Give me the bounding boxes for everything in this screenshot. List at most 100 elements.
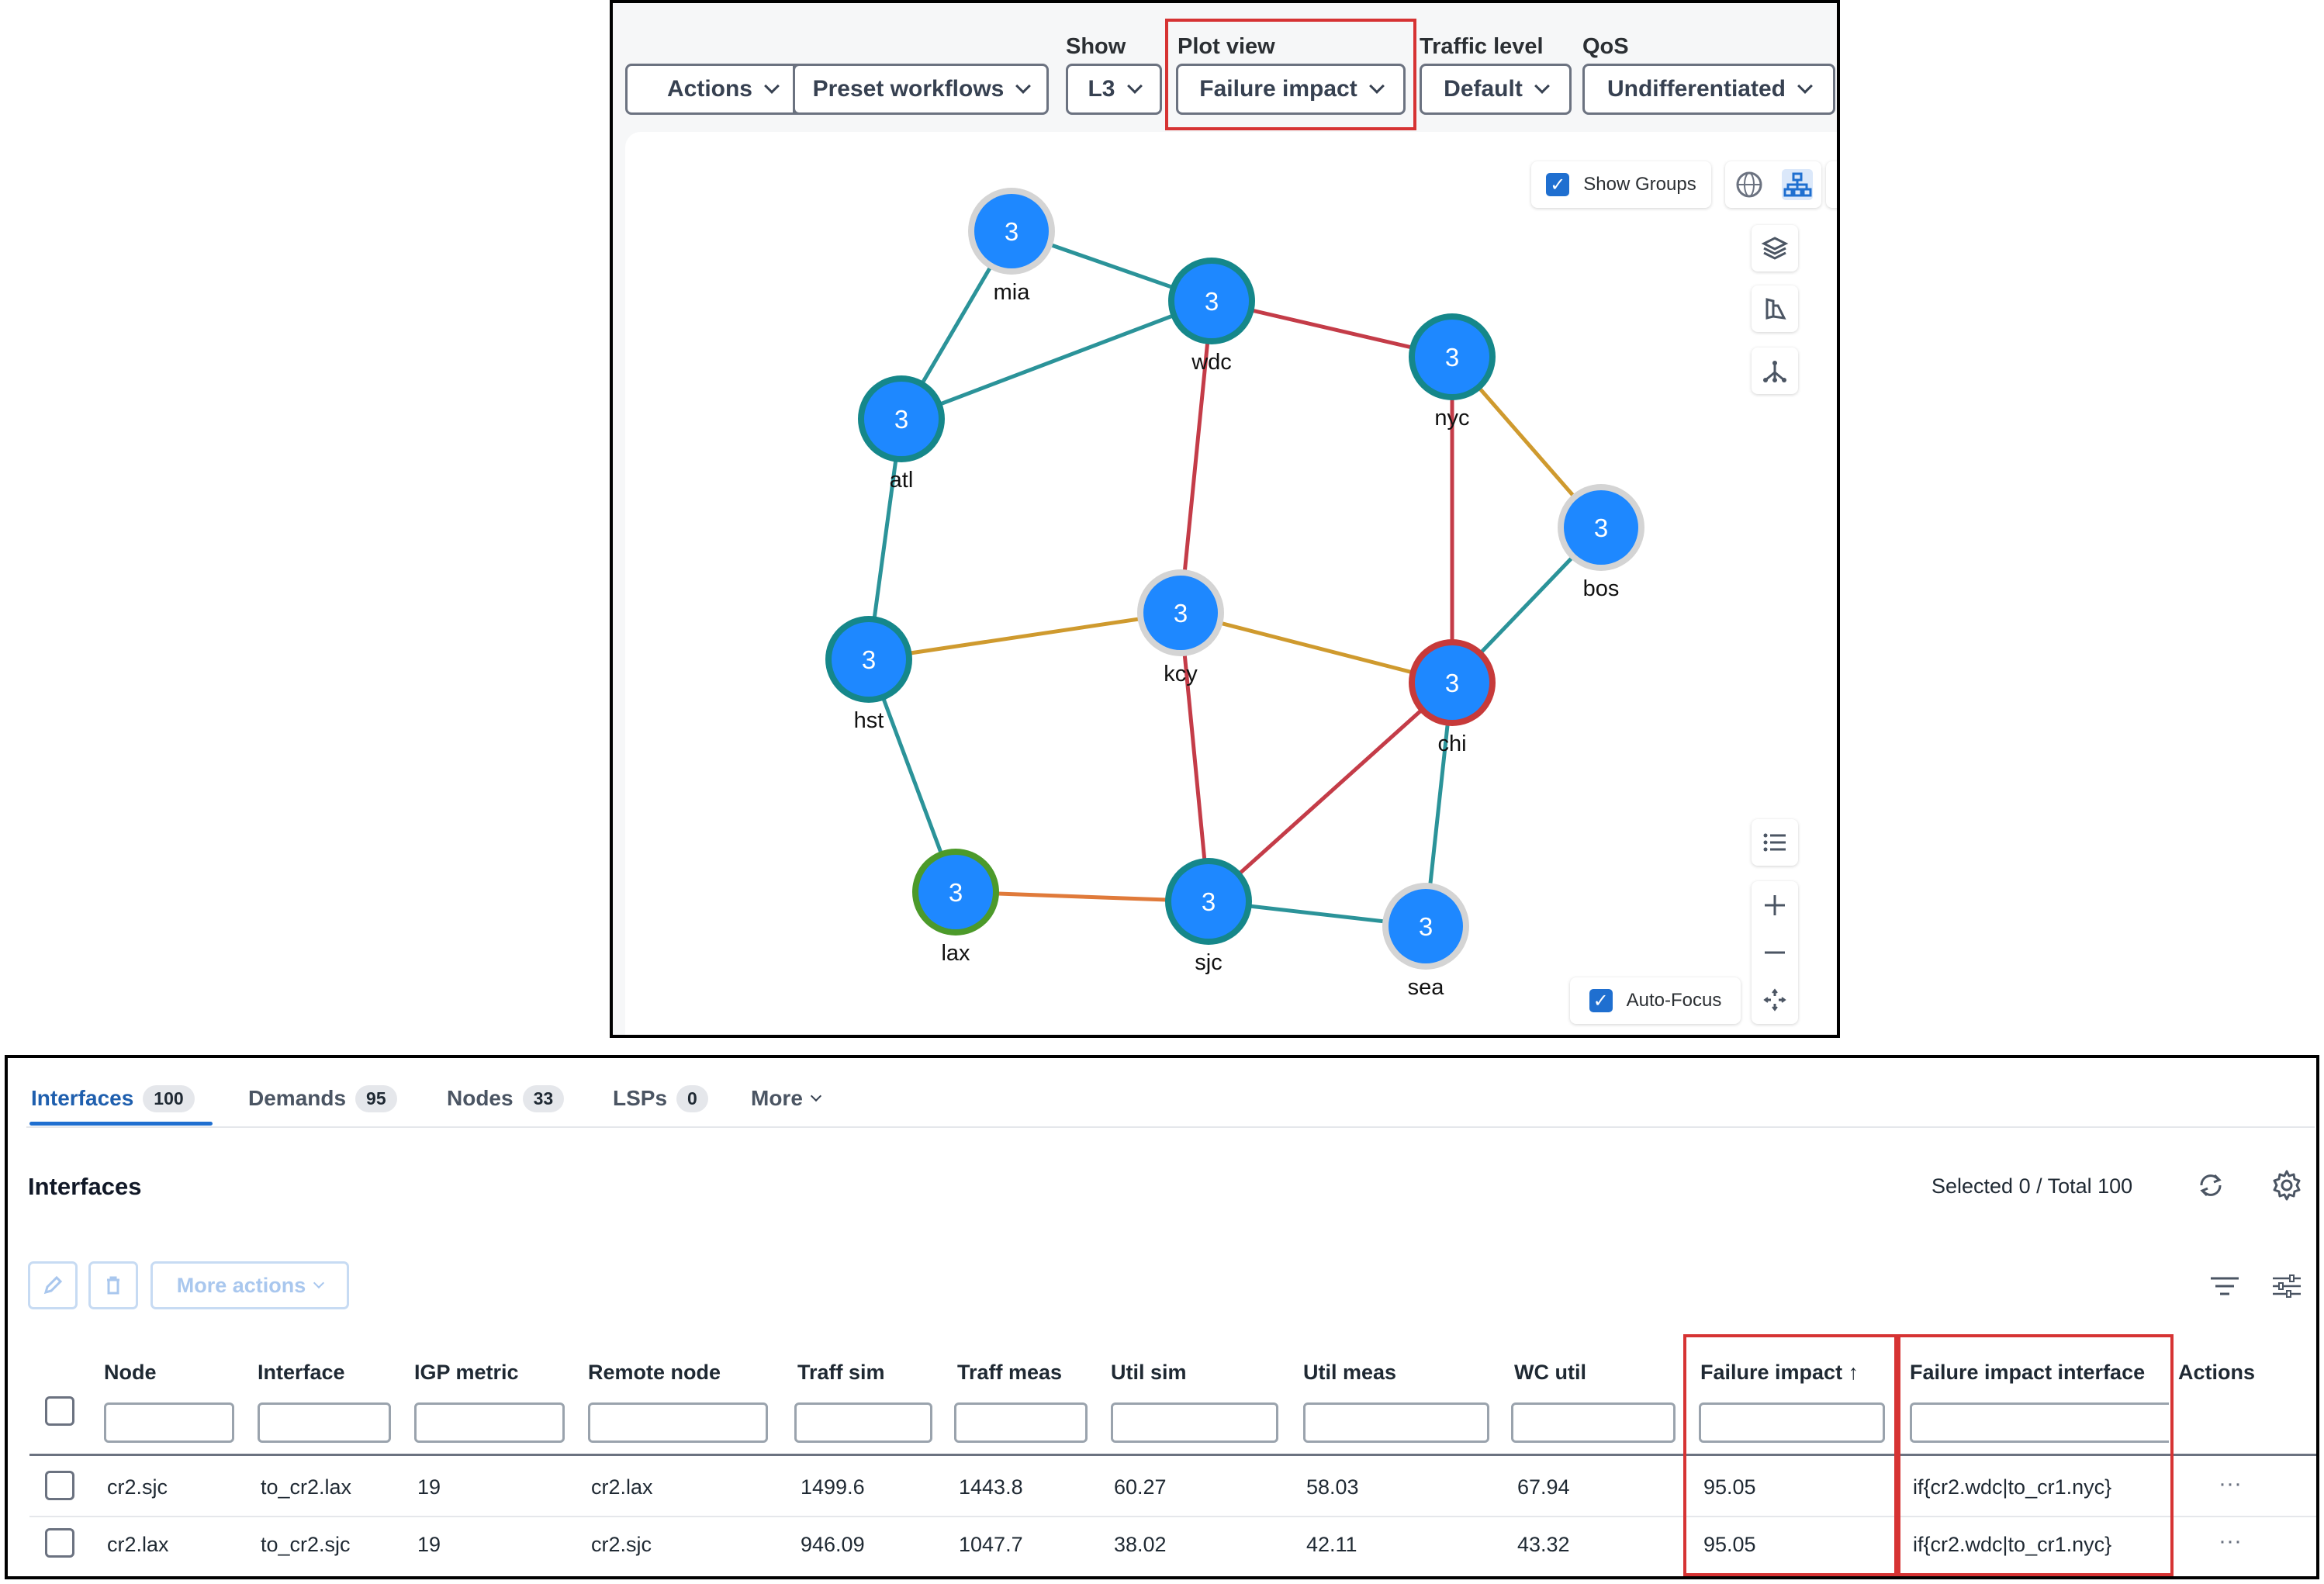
plot-view-dropdown[interactable]: Failure impact	[1176, 64, 1406, 115]
link-wdc-kcy[interactable]	[1178, 300, 1214, 614]
col-wc-util[interactable]: WC util	[1514, 1361, 1586, 1384]
select-all-checkbox[interactable]	[45, 1396, 74, 1426]
link-hst-kcy[interactable]	[868, 610, 1181, 662]
col-util-meas[interactable]: Util meas	[1303, 1361, 1397, 1384]
refresh-icon[interactable]	[2194, 1168, 2228, 1202]
show-dropdown[interactable]: L3	[1066, 64, 1162, 115]
node-body[interactable]	[1171, 864, 1246, 939]
edit-button[interactable]	[28, 1261, 78, 1309]
sort-ascending-icon[interactable]: ↑	[1848, 1361, 1859, 1384]
filter-failure-impact[interactable]	[1699, 1402, 1885, 1443]
node-body[interactable]	[974, 194, 1049, 268]
node-wdc[interactable]: 3 wdc	[1168, 258, 1255, 375]
col-interface[interactable]: Interface	[258, 1361, 345, 1384]
node-chi[interactable]: 3 chi	[1409, 639, 1496, 756]
row-checkbox[interactable]	[45, 1528, 74, 1558]
node-sea[interactable]: 3 sea	[1382, 883, 1469, 1000]
row-checkbox[interactable]	[45, 1471, 74, 1500]
col-traff-sim[interactable]: Traff sim	[797, 1361, 885, 1384]
qos-dropdown[interactable]: Undifferentiated	[1582, 64, 1835, 115]
filter-icon[interactable]	[2208, 1271, 2242, 1302]
node-body[interactable]	[1143, 576, 1218, 650]
node-count: 3	[894, 405, 908, 434]
filter-interface[interactable]	[258, 1402, 391, 1443]
filter-igp-metric[interactable]	[414, 1402, 565, 1443]
link-atl-wdc[interactable]	[901, 299, 1212, 421]
zoom-in-icon[interactable]	[1762, 892, 1788, 918]
settings-gear-icon[interactable]	[2270, 1168, 2304, 1202]
delete-button[interactable]	[88, 1261, 138, 1309]
map-view-toggle[interactable]	[1725, 161, 1821, 208]
row-traff-sim: 946.09	[801, 1533, 865, 1556]
trash-icon	[107, 1276, 119, 1295]
link-kcy-sjc[interactable]	[1178, 612, 1211, 902]
chevron-down-icon	[1797, 78, 1813, 94]
node-body[interactable]	[1174, 264, 1249, 338]
show-label: Show	[1066, 34, 1126, 59]
legend-list-button[interactable]	[1752, 819, 1798, 866]
hierarchy-icon[interactable]	[1781, 169, 1813, 200]
node-hst[interactable]: 3 hst	[825, 616, 912, 733]
topology-layout-button[interactable]	[1752, 348, 1798, 394]
actions-dropdown[interactable]: Actions	[625, 64, 819, 115]
collapse-panel-button[interactable]	[1826, 161, 1837, 208]
tab-lsps[interactable]: LSPs 0	[613, 1075, 708, 1122]
node-nyc[interactable]: 3 nyc	[1409, 313, 1496, 431]
tab-more-label: More	[751, 1086, 803, 1110]
tab-demands[interactable]: Demands 95	[248, 1075, 397, 1122]
col-failure-impact[interactable]: Failure impact ↑	[1700, 1361, 1859, 1385]
node-body[interactable]	[832, 622, 906, 697]
node-body[interactable]	[1389, 889, 1463, 963]
col-util-sim[interactable]: Util sim	[1111, 1361, 1187, 1384]
filter-wc-util[interactable]	[1511, 1402, 1676, 1443]
globe-icon[interactable]	[1734, 170, 1764, 199]
node-body[interactable]	[918, 855, 993, 929]
section-title: Interfaces	[28, 1173, 142, 1200]
row-actions-menu[interactable]: ···	[2219, 1471, 2242, 1496]
topology-graph[interactable]: 3 mia 3 wdc 3 nyc 3 atl 3 bos 3 kcy 3 hst 3 chi 3 lax 3 sjc…	[625, 132, 1840, 1038]
node-body[interactable]	[1564, 490, 1638, 565]
filter-traff-sim[interactable]	[794, 1402, 932, 1443]
node-body[interactable]	[1415, 645, 1489, 720]
tab-nodes[interactable]: Nodes 33	[447, 1075, 565, 1122]
auto-focus-toggle[interactable]: ✓ Auto-Focus	[1570, 977, 1741, 1024]
traffic-level-dropdown[interactable]: Default	[1420, 64, 1572, 115]
filter-failure-impact-interface[interactable]	[1910, 1402, 2169, 1443]
node-lax[interactable]: 3 lax	[912, 849, 999, 966]
col-failure-impact-interface[interactable]: Failure impact interface	[1910, 1361, 2146, 1384]
row-actions-menu[interactable]: ···	[2219, 1528, 2242, 1554]
node-body[interactable]	[1415, 320, 1489, 394]
node-kcy[interactable]: 3 kcy	[1137, 569, 1224, 687]
col-traff-meas[interactable]: Traff meas	[957, 1361, 1063, 1384]
col-node[interactable]: Node	[104, 1361, 157, 1384]
node-atl[interactable]: 3 atl	[858, 375, 945, 493]
chevron-down-icon	[313, 1277, 325, 1289]
tab-interfaces[interactable]: Interfaces 100	[31, 1075, 195, 1122]
filter-traff-meas[interactable]	[954, 1402, 1088, 1443]
col-igp-metric[interactable]: IGP metric	[414, 1361, 519, 1384]
layers-button[interactable]	[1752, 225, 1798, 271]
network-plot-panel: Actions Preset workflows Show L3 Plot vi…	[610, 0, 1840, 1038]
node-bos[interactable]: 3 bos	[1558, 484, 1644, 601]
more-actions-button[interactable]: More actions	[150, 1261, 349, 1309]
filter-remote-node[interactable]	[588, 1402, 768, 1443]
filter-util-sim[interactable]	[1111, 1402, 1278, 1443]
link-kcy-chi[interactable]	[1180, 610, 1453, 685]
plot-view-label: Plot view	[1178, 34, 1275, 59]
filter-util-meas[interactable]	[1303, 1402, 1489, 1443]
row-traff-meas: 1443.8	[959, 1475, 1023, 1499]
topology-canvas[interactable]: 3 mia 3 wdc 3 nyc 3 atl 3 bos 3 kcy 3 hst 3 chi 3 lax 3 sjc…	[625, 132, 1840, 1038]
fit-to-screen-icon[interactable]	[1762, 987, 1788, 1013]
link-sjc-chi[interactable]	[1207, 681, 1454, 903]
node-body[interactable]	[864, 382, 939, 456]
node-sjc[interactable]: 3 sjc	[1165, 858, 1252, 975]
zoom-out-icon[interactable]	[1762, 939, 1788, 966]
filter-node[interactable]	[104, 1402, 234, 1443]
node-mia[interactable]: 3 mia	[968, 188, 1055, 305]
preset-workflows-dropdown[interactable]: Preset workflows	[793, 64, 1049, 115]
map-style-button[interactable]	[1752, 285, 1798, 332]
col-remote-node[interactable]: Remote node	[588, 1361, 721, 1384]
tab-more[interactable]: More	[751, 1075, 821, 1122]
show-groups-toggle[interactable]: ✓ Show Groups	[1531, 161, 1711, 208]
column-settings-icon[interactable]	[2270, 1271, 2304, 1302]
